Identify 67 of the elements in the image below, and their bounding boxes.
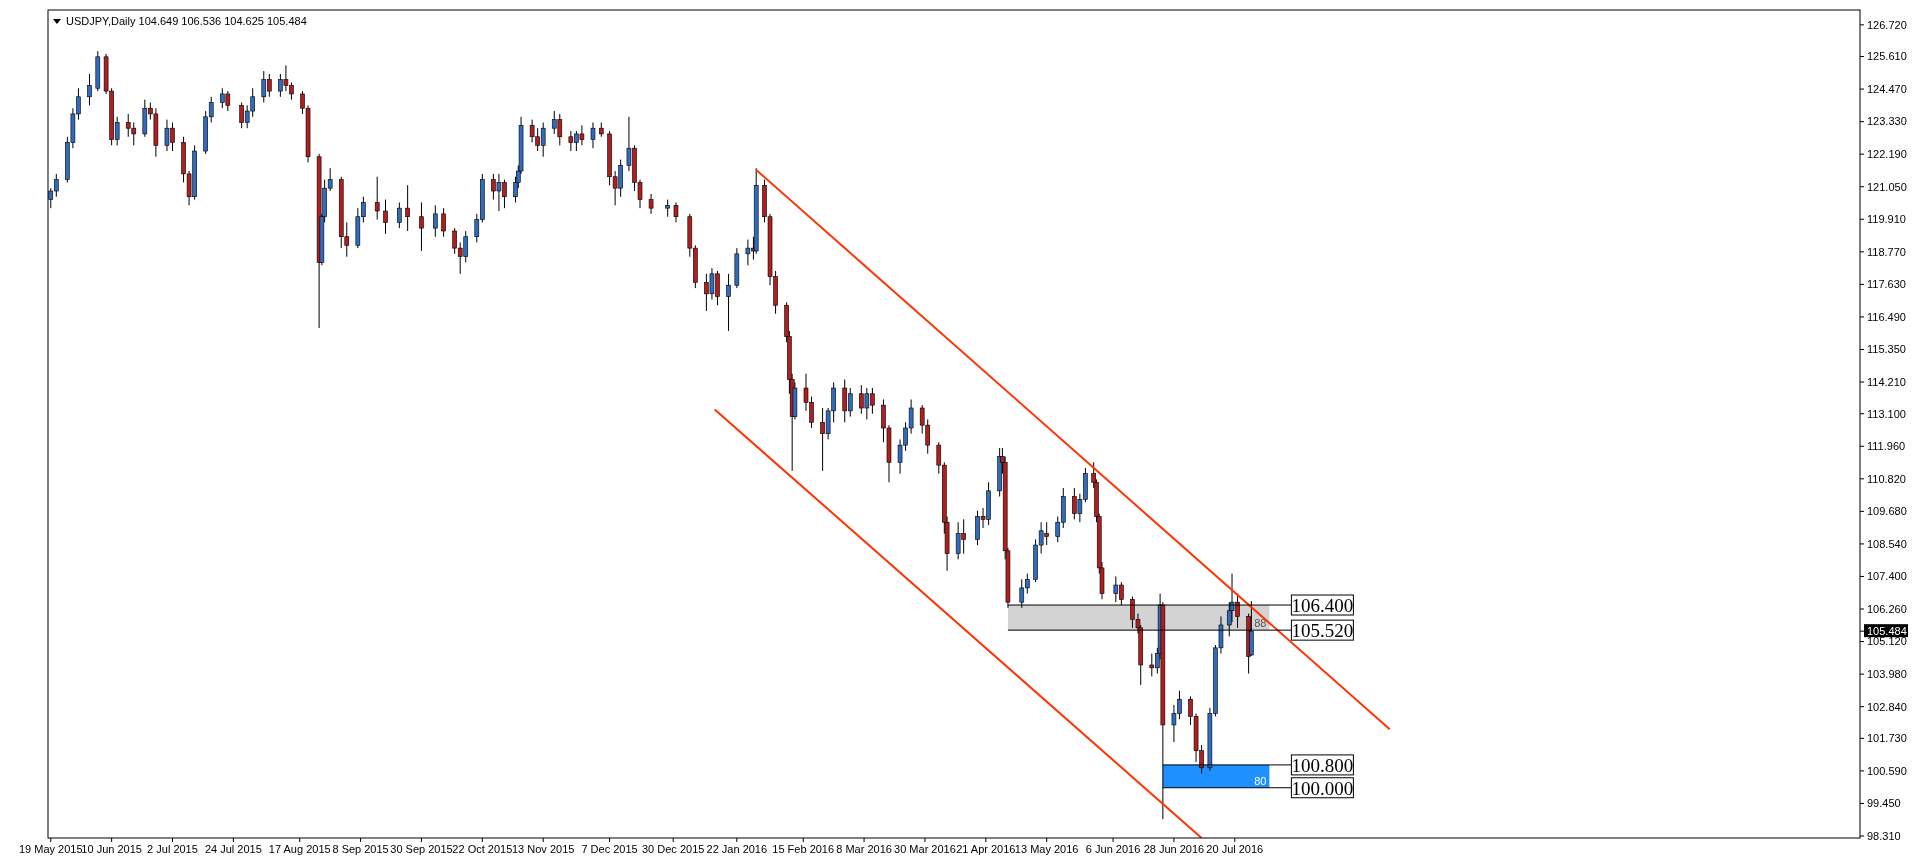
y-tick-label: 117.630 <box>1867 278 1906 291</box>
y-tick-label: 118.770 <box>1867 245 1906 258</box>
candlestick <box>419 201 424 252</box>
y-tick-label: 102.840 <box>1867 700 1907 713</box>
candlestick <box>590 121 596 149</box>
x-tick-label: 10 Jun 2015 <box>81 843 142 855</box>
y-tick-label: 109.680 <box>1867 505 1907 518</box>
x-tick-label: 13 Nov 2015 <box>511 843 575 855</box>
x-tick-label: 2 Jul 2015 <box>147 843 198 855</box>
x-tick-label: 24 Jul 2015 <box>204 843 262 855</box>
x-tick-label: 30 Dec 2015 <box>642 843 705 855</box>
candlestick <box>433 204 438 238</box>
candlestick <box>87 73 92 106</box>
ref-line-label: 100.800 <box>1291 754 1354 776</box>
y-tick-label: 119.910 <box>1867 213 1906 226</box>
x-tick-label: 15 Feb 2016 <box>772 843 835 855</box>
candlestick <box>374 176 380 221</box>
y-tick-label: 98.310 <box>1867 829 1901 842</box>
x-tick-label: 19 May 2015 <box>18 843 83 855</box>
y-tick-label: 125.610 <box>1867 50 1907 63</box>
x-tick-label: 20 Jul 2016 <box>1206 843 1264 855</box>
chart-title: USDJPY,Daily 104.649 106.536 104.625 105.484 <box>66 15 307 27</box>
x-tick-label: 17 Aug 2015 <box>268 843 331 855</box>
x-tick-label: 28 Jun 2016 <box>1143 843 1205 855</box>
candlestick <box>673 201 679 223</box>
x-tick-label: 8 Sep 2015 <box>332 843 389 855</box>
y-tick-label: 101.730 <box>1867 732 1907 745</box>
y-tick-label: 126.720 <box>1867 18 1907 31</box>
y-tick-label: 114.210 <box>1867 375 1906 388</box>
x-tick-label: 30 Mar 2016 <box>894 843 956 855</box>
y-tick-label: 105.484 <box>1867 625 1907 638</box>
x-tick-label: 21 Apr 2016 <box>956 843 1016 855</box>
x-tick-label: 7 Dec 2015 <box>581 843 638 855</box>
candlestick <box>397 201 402 229</box>
ref-line-label: 106.400 <box>1291 594 1354 616</box>
candlestick <box>745 239 751 266</box>
x-tick-label: 30 Sep 2015 <box>390 843 453 855</box>
band-label: 80 <box>1254 774 1267 787</box>
y-tick-label: 111.960 <box>1867 440 1906 453</box>
y-tick-label: 115.350 <box>1867 343 1906 356</box>
x-tick-label: 8 Mar 2016 <box>836 843 892 855</box>
ref-line-label: 100.000 <box>1291 777 1354 799</box>
y-tick-label: 99.450 <box>1867 797 1901 810</box>
x-tick-label: 22 Jan 2016 <box>706 843 768 855</box>
y-tick-label: 121.050 <box>1867 180 1907 193</box>
y-tick-label: 108.540 <box>1867 537 1907 550</box>
y-tick-label: 100.590 <box>1867 764 1907 777</box>
candlestick <box>441 207 446 238</box>
candlestick <box>405 184 410 232</box>
y-tick-label: 116.490 <box>1867 310 1906 323</box>
y-tick-label: 122.190 <box>1867 148 1907 161</box>
y-tick-label: 123.330 <box>1867 115 1907 128</box>
x-tick-label: 22 Oct 2015 <box>452 843 513 855</box>
y-tick-label: 106.260 <box>1867 602 1907 615</box>
y-tick-label: 113.100 <box>1867 407 1906 420</box>
y-tick-label: 124.470 <box>1867 82 1907 95</box>
y-tick-label: 110.820 <box>1867 472 1906 485</box>
x-tick-label: 6 Jun 2016 <box>1085 843 1141 855</box>
y-tick-label: 105.120 <box>1867 635 1907 648</box>
band-label: 88 <box>1254 617 1267 630</box>
candlestick <box>383 199 388 235</box>
candlestick <box>648 193 654 215</box>
candlestick <box>726 273 731 332</box>
ref-line-label: 105.520 <box>1291 619 1354 641</box>
y-tick-label: 107.400 <box>1867 570 1907 583</box>
y-tick-label: 103.980 <box>1867 667 1907 680</box>
x-tick-label: 13 May 2016 <box>1014 843 1079 855</box>
